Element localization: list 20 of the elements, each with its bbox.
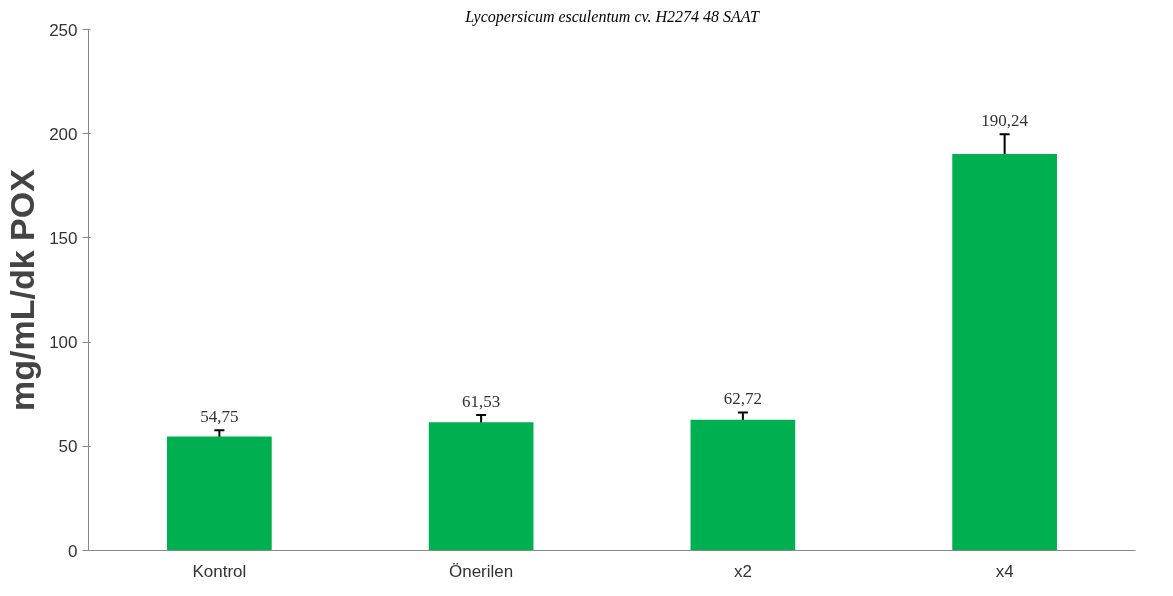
x-tick-label: x4 bbox=[995, 561, 1014, 581]
bar bbox=[167, 436, 272, 551]
bar bbox=[428, 422, 534, 551]
data-label: 62,72 bbox=[723, 389, 762, 409]
y-tick-label: 0 bbox=[68, 541, 78, 561]
y-tick-label: 50 bbox=[58, 437, 78, 457]
y-axis-title: mg/mL/dk POX bbox=[3, 168, 42, 411]
data-label: 61,53 bbox=[462, 391, 501, 411]
x-tick-label: x2 bbox=[733, 561, 752, 581]
y-tick-label: 100 bbox=[49, 333, 78, 353]
bar bbox=[690, 419, 796, 551]
data-label: 54,75 bbox=[200, 407, 239, 427]
data-label: 190,24 bbox=[981, 111, 1029, 131]
chart-title: Lycopersicum esculentum cv. H2274 48 SAAT bbox=[464, 7, 760, 26]
x-tick-label: Önerilen bbox=[449, 561, 514, 581]
bar bbox=[952, 154, 1057, 551]
x-tick-label: Kontrol bbox=[192, 561, 247, 581]
y-tick-label: 200 bbox=[49, 124, 78, 144]
y-tick-label: 150 bbox=[49, 228, 78, 248]
y-tick-label: 250 bbox=[49, 20, 78, 40]
